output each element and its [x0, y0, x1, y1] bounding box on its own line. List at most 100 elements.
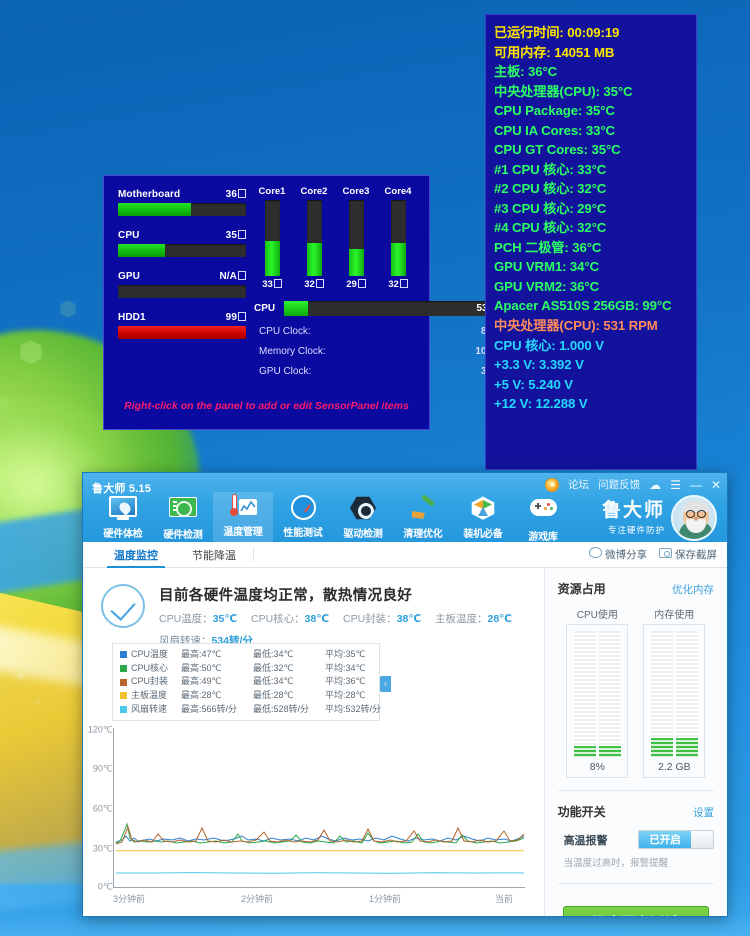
high-temp-alarm-toggle[interactable]: 已开启	[638, 830, 714, 849]
ludashi-window[interactable]: 鲁大师 5.15 论坛 问题反馈 ☁ ☰ — ✕ 硬件体检 硬件检测	[82, 472, 728, 917]
legend-max: 最高:49℃	[181, 676, 222, 687]
readout-core-2: #2 CPU 核心: 32°C	[494, 181, 607, 197]
window-title: 鲁大师 5.15	[92, 483, 152, 495]
high-temp-alarm-desc: 当温度过高时，报警提醒	[563, 858, 669, 869]
degree-c-glyph	[238, 230, 246, 239]
weibo-share-button[interactable]: 微博分享	[589, 547, 647, 562]
legend-name: 风扇转速	[131, 703, 168, 714]
legend-min: 最低:528转/分	[253, 703, 310, 714]
clock-row-memory: Memory Clock: 1067 MHz	[259, 346, 521, 357]
x-tick-3min: 3分钟前	[113, 894, 146, 904]
legend-max: 最高:47℃	[181, 649, 222, 659]
toolbar-item-cleanup[interactable]: 清理优化	[393, 492, 453, 546]
save-screenshot-button[interactable]: 保存截屏	[659, 547, 717, 562]
core-label: Core4	[384, 186, 412, 197]
sensorpanel-gauges[interactable]: Motherboard 36 CPU 35 GPU N/A	[103, 175, 524, 430]
readout-core-3: #3 CPU 核心: 29°C	[494, 200, 607, 216]
series-line-cpu-package	[115, 825, 525, 845]
gauge-value: 99	[226, 311, 246, 323]
menu-icon[interactable]: ☰	[670, 477, 681, 492]
toolbar-item-hardware-detect[interactable]: 硬件检测	[153, 492, 213, 546]
window-header: 鲁大师 5.15 论坛 问题反馈 ☁ ☰ — ✕ 硬件体检 硬件检测	[83, 473, 727, 546]
y-tick-60: 60℃	[92, 803, 113, 814]
wallpaper-sparkle-2	[36, 700, 39, 703]
window-body: 目前各硬件温度均正常，散热情况良好 CPU温度：35℃ CPU核心：38℃ CP…	[83, 568, 727, 916]
resource-section: 资源占用 优化内存 CPU使用 8%	[545, 568, 727, 778]
summary-title: 目前各硬件温度均正常，散热情况良好	[159, 588, 413, 604]
gauge-label: CPU	[118, 230, 140, 241]
sidebar-divider-1	[557, 790, 714, 791]
core-fill	[390, 243, 406, 276]
toolbar-item-temperature[interactable]: 温度管理	[213, 492, 273, 546]
meter-cpu-usage: CPU使用 8%	[566, 606, 629, 778]
degree-c-glyph	[238, 271, 246, 280]
legend-name: CPU温度	[131, 649, 169, 659]
toolbar-item-essentials[interactable]: 装机必备	[453, 492, 513, 546]
brand-block: 鲁大师 专注硬件防护	[602, 495, 717, 541]
legend-avg: 平均:34℃	[325, 662, 366, 673]
save-screenshot-label: 保存截屏	[675, 549, 717, 561]
sensorpanel-readout-list[interactable]: 已运行时间: 00:09:19 可用内存: 14051 MB 主板: 36°C …	[485, 14, 697, 470]
medal-icon[interactable]	[545, 477, 560, 492]
toolbar-label: 装机必备	[463, 529, 503, 540]
degree-c-glyph	[273, 279, 282, 288]
readout-cpu-ia-cores: CPU IA Cores: 33°C	[494, 122, 615, 138]
meter-memory-usage: 内存使用 2.2 GB	[643, 606, 706, 778]
sidebar-divider-2	[557, 883, 714, 884]
series-line-cpu-temp	[115, 835, 525, 843]
temperature-chart: 120℃ 90℃ 60℃ 30℃ 0℃	[83, 725, 545, 916]
legend-row-cpu-core: CPU核心 最高:50℃ 最低:32℃ 平均:34℃	[120, 662, 373, 676]
core-fill	[306, 243, 322, 276]
wallpaper-sparkle-1	[18, 674, 23, 679]
weibo-icon	[589, 547, 603, 558]
legend-swatch	[120, 692, 127, 700]
speedometer-icon	[288, 495, 318, 522]
legend-min: 最低:28℃	[253, 690, 294, 701]
toolbar-label: 游戏库	[528, 532, 558, 543]
toolbar-item-benchmark[interactable]: 性能测试	[273, 492, 333, 546]
forum-link[interactable]: 论坛	[568, 479, 590, 491]
core-fill	[348, 248, 364, 276]
x-tick-current: 当前	[495, 894, 514, 904]
gauge-value: 36	[226, 188, 246, 200]
gauge-fill	[118, 326, 246, 339]
sensorpanel-bar-gauge-list: Motherboard 36 CPU 35 GPU N/A	[118, 188, 246, 352]
legend-collapse-button[interactable]: ‹	[380, 676, 391, 692]
check-circle-icon	[101, 584, 145, 628]
degree-c-glyph	[315, 279, 324, 288]
gauge-label: GPU	[118, 271, 140, 282]
toolbar-item-driver-detect[interactable]: 驱动检测	[333, 492, 393, 546]
series-line-fan-speed	[116, 872, 525, 874]
toolbar-item-hardware-checkup[interactable]: 硬件体检	[93, 492, 153, 546]
gauge-fill	[118, 244, 166, 257]
minimize-button[interactable]: —	[689, 477, 702, 492]
legend-row-motherboard: 主板温度 最高:28℃ 最低:28℃ 平均:28℃	[120, 689, 373, 703]
readout-5v: +5 V: 5.240 V	[494, 376, 573, 392]
toolbar-item-game-library[interactable]: 游戏库	[513, 492, 573, 546]
y-tick-30: 30℃	[92, 843, 113, 854]
wallpaper-hex-3	[0, 395, 9, 411]
close-button[interactable]: ✕	[710, 477, 721, 492]
degree-c-glyph	[238, 189, 246, 198]
feedback-link[interactable]: 问题反馈	[598, 479, 641, 491]
meter-value: 2.2 GB	[657, 761, 691, 773]
settings-link[interactable]: 设置	[693, 807, 714, 819]
gamepad-icon	[528, 499, 558, 526]
tab-temperature-monitor[interactable]: 温度监控	[97, 542, 175, 568]
chart-y-axis: 120℃ 90℃ 60℃ 30℃ 0℃	[83, 725, 113, 892]
readout-cpu-package: CPU Package: 35°C	[494, 103, 615, 119]
gauge-hdd1: HDD1 99	[118, 311, 246, 339]
core-value: 33	[254, 278, 290, 290]
optimize-memory-link[interactable]: 优化内存	[672, 584, 714, 596]
meter-value: 8%	[589, 761, 605, 773]
toolbar-label: 温度管理	[223, 527, 263, 538]
core-label: Core1	[258, 186, 286, 197]
stress-test-button[interactable]: 温度压力测试	[562, 906, 709, 916]
chart-x-axis: 3分钟前 2分钟前 1分钟前 当前	[113, 892, 525, 908]
stat-motherboard-temp: 主板温度：28℃	[435, 613, 512, 625]
high-temp-alarm-label: 高温报警	[563, 834, 608, 847]
cloud-icon[interactable]: ☁	[649, 477, 662, 492]
main-toolbar: 硬件体检 硬件检测 温度管理 性能测试 驱动检测	[93, 492, 573, 546]
clock-row-gpu: GPU Clock: 300 MHz	[259, 366, 521, 377]
tab-power-saving[interactable]: 节能降温	[175, 542, 253, 567]
